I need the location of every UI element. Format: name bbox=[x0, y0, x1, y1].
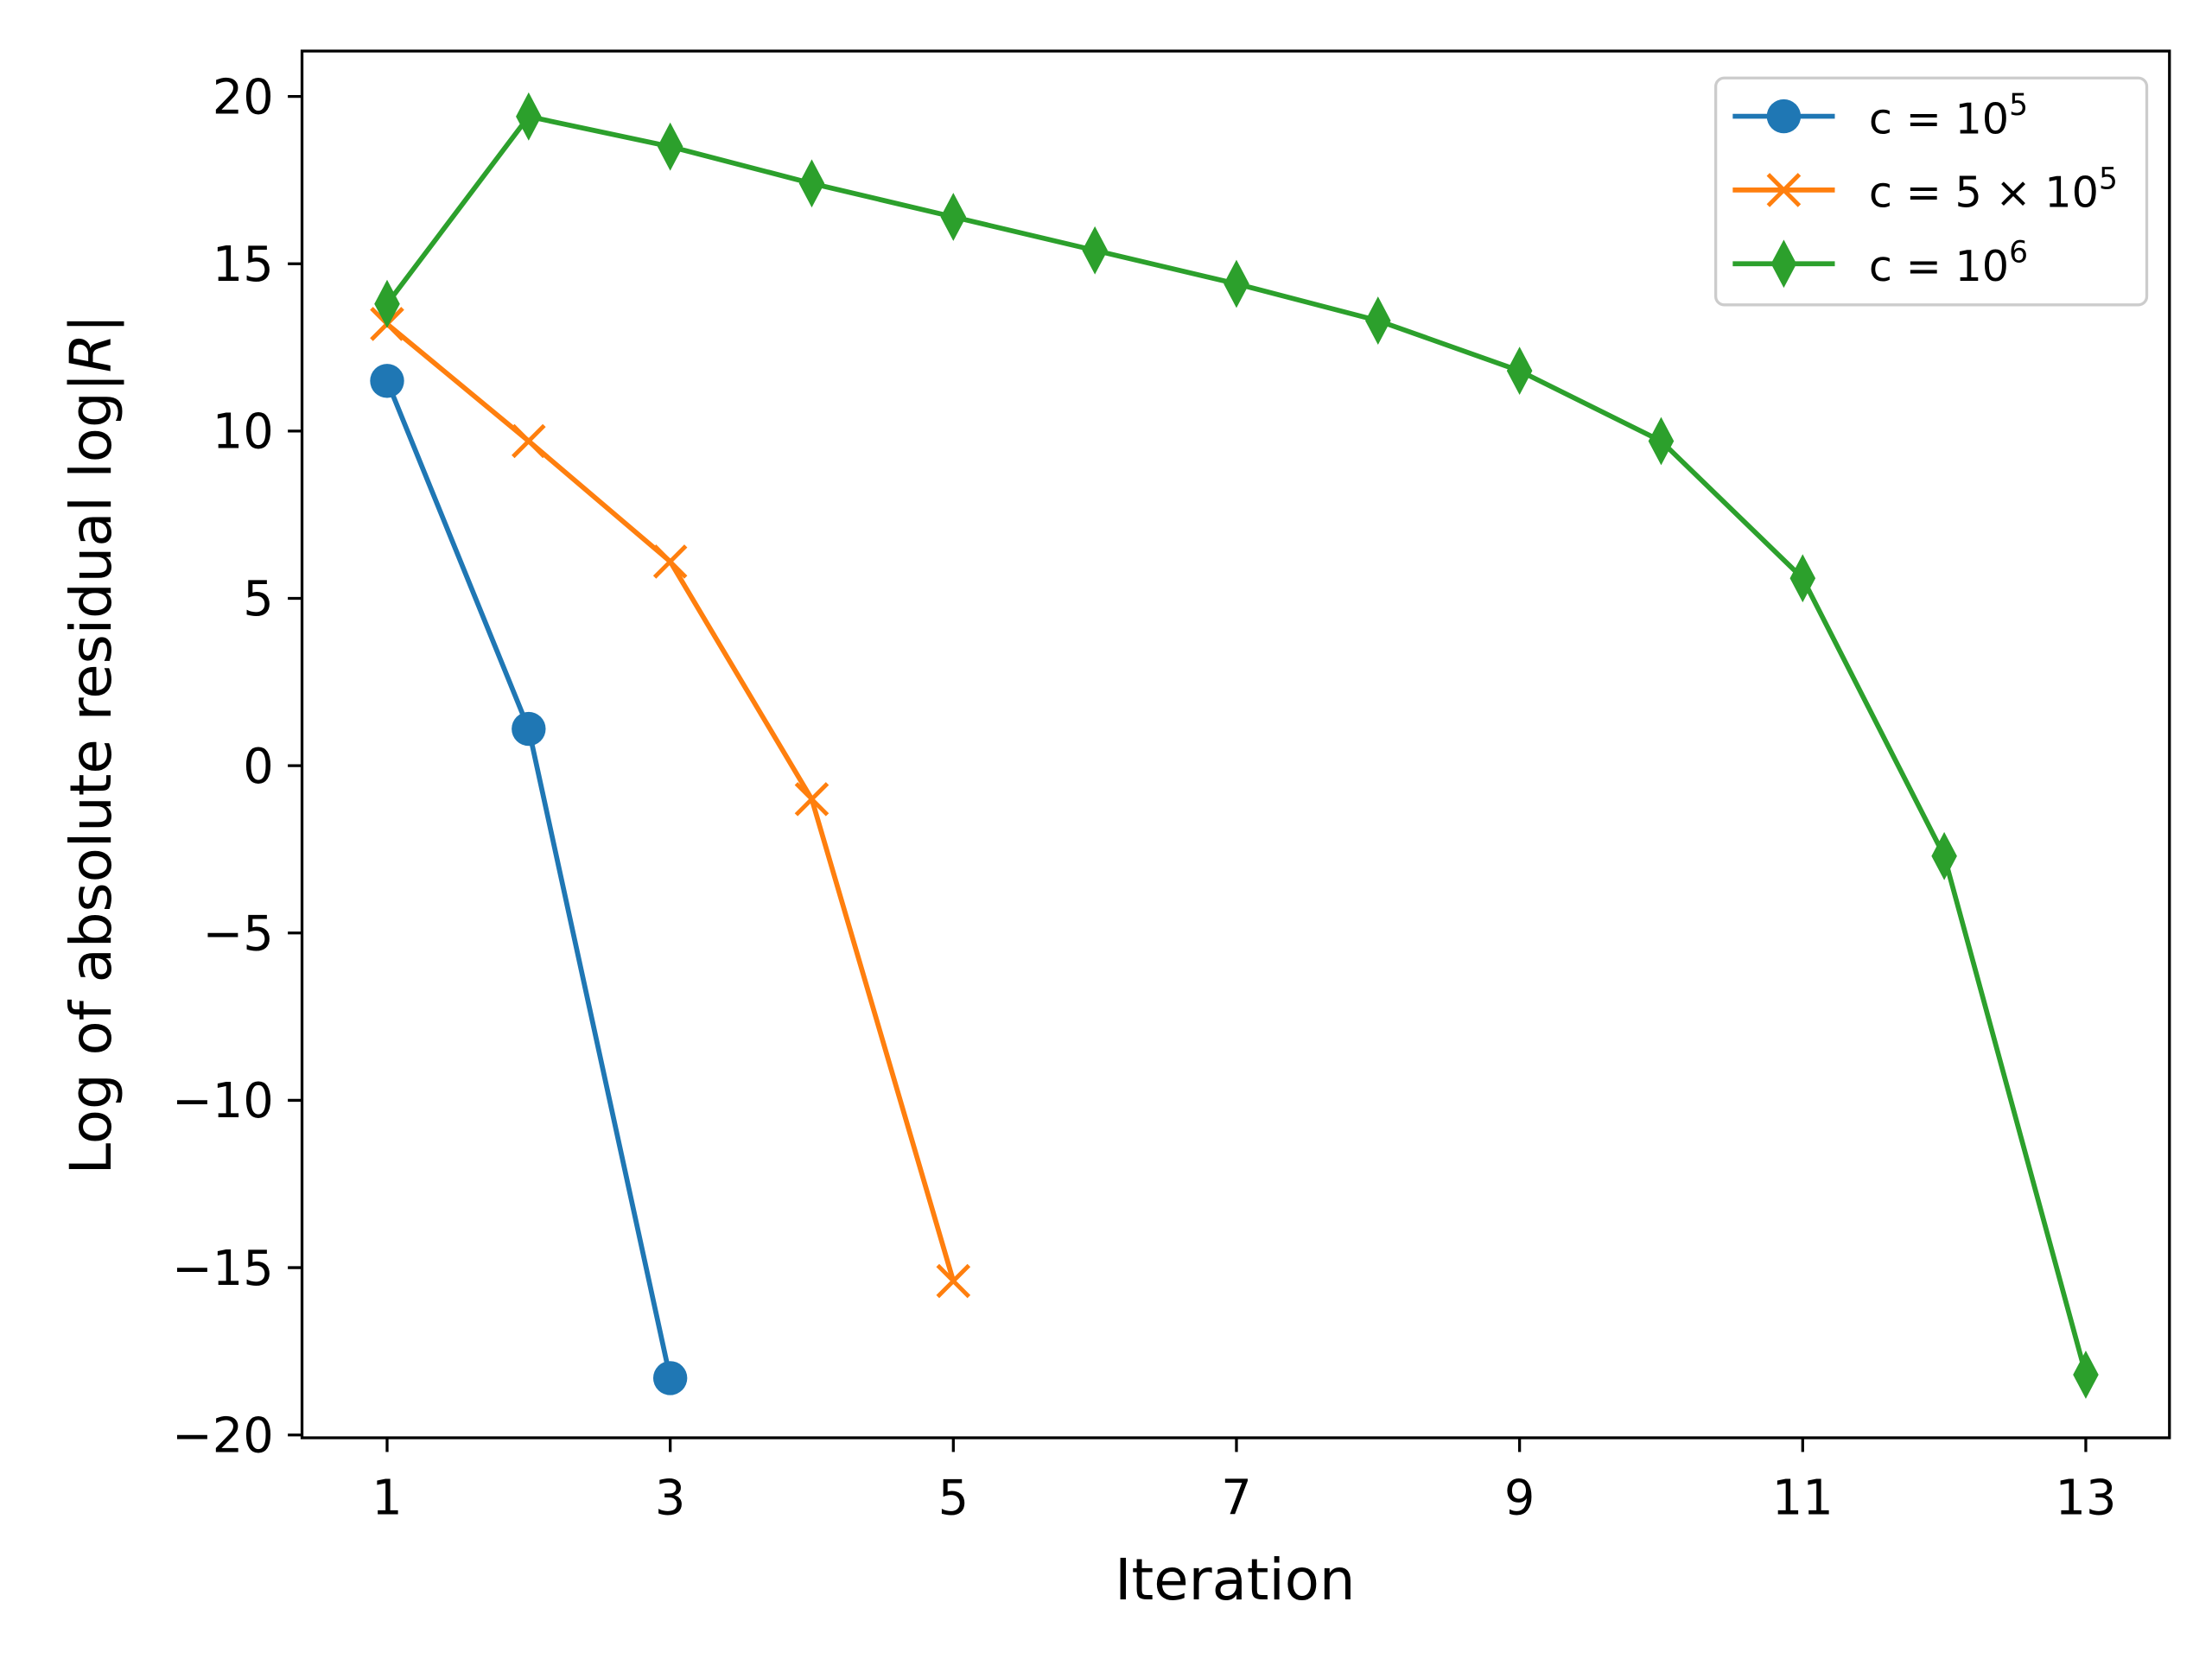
legend-label: c = 105 bbox=[1869, 88, 2028, 143]
x-axis: 1 3 5 7 9 11 13 bbox=[372, 1438, 2116, 1527]
y-tick-label: −20 bbox=[172, 1408, 274, 1464]
data-point-diamond bbox=[374, 279, 400, 328]
legend: c = 105 c = 5 × 105 c = 106 bbox=[1713, 76, 2149, 307]
data-point-diamond bbox=[1506, 346, 1533, 396]
data-point-diamond bbox=[1082, 226, 1108, 275]
data-point-diamond bbox=[1224, 259, 1249, 308]
data-point-diamond bbox=[657, 122, 683, 171]
data-point-diamond bbox=[1789, 554, 1816, 603]
data-point-diamond bbox=[2073, 1351, 2099, 1399]
y-axis: −20 −15 −10 −5 0 5 10 15 20 bbox=[172, 69, 302, 1464]
legend-label: c = 5 × 105 bbox=[1869, 162, 2118, 217]
data-point-circle bbox=[512, 711, 546, 747]
x-tick-label: 11 bbox=[1772, 1471, 1834, 1527]
data-point-diamond bbox=[1648, 416, 1675, 466]
legend-label: c = 106 bbox=[1869, 236, 2028, 291]
y-tick-label: 10 bbox=[213, 404, 274, 461]
y-tick-label: −15 bbox=[172, 1241, 274, 1297]
series-line bbox=[385, 321, 957, 1282]
x-tick-label: 5 bbox=[938, 1471, 969, 1527]
legend-entry: c = 5 × 105 bbox=[1732, 162, 2118, 218]
y-axis-label: Log of absolute residual log|R| bbox=[59, 315, 124, 1175]
data-point-x bbox=[652, 544, 688, 579]
x-tick-label: 3 bbox=[655, 1471, 686, 1527]
x-tick-label: 1 bbox=[372, 1471, 403, 1527]
series-circle bbox=[370, 364, 688, 1395]
data-point-x bbox=[512, 423, 546, 459]
x-axis-label: Iteration bbox=[1115, 1548, 1355, 1613]
legend-entry: c = 105 bbox=[1732, 88, 2028, 143]
data-point-x bbox=[794, 782, 830, 817]
y-tick-label: 15 bbox=[213, 237, 274, 293]
data-point-circle bbox=[370, 364, 404, 398]
data-point-x bbox=[1766, 173, 1802, 207]
y-tick-label: 20 bbox=[213, 69, 274, 125]
y-tick-label: −5 bbox=[202, 906, 273, 962]
y-tick-label: −10 bbox=[172, 1073, 274, 1129]
series-line bbox=[385, 379, 673, 1379]
y-tick-label: 0 bbox=[243, 739, 274, 795]
x-tick-label: 7 bbox=[1221, 1471, 1252, 1527]
data-point-diamond bbox=[516, 92, 542, 141]
x-tick-label: 9 bbox=[1504, 1471, 1535, 1527]
data-point-x bbox=[936, 1263, 971, 1299]
x-tick-label: 13 bbox=[2055, 1471, 2116, 1527]
data-point-circle bbox=[652, 1361, 688, 1395]
data-point-diamond bbox=[940, 193, 967, 241]
y-tick-label: 5 bbox=[243, 571, 274, 627]
data-point-circle bbox=[1766, 99, 1802, 134]
series-x bbox=[370, 307, 971, 1299]
data-point-diamond bbox=[798, 159, 825, 208]
data-point-diamond bbox=[1365, 296, 1391, 345]
